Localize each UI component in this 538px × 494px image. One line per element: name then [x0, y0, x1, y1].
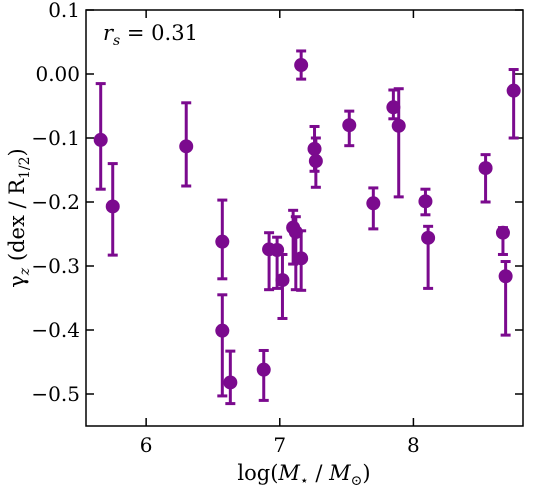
- data-point: [506, 68, 521, 140]
- y-tick-label: −0.3: [31, 254, 80, 278]
- marker: [288, 225, 303, 240]
- data-point: [478, 153, 493, 204]
- data-point: [215, 198, 230, 281]
- marker: [275, 273, 290, 288]
- data-point: [256, 348, 271, 402]
- marker: [418, 194, 433, 209]
- data-point: [93, 82, 108, 191]
- marker: [223, 375, 238, 390]
- data-point: [262, 231, 277, 292]
- rs-annotation: rs = 0.31: [103, 21, 198, 49]
- marker: [342, 118, 357, 133]
- x-tick-label: 6: [140, 433, 153, 457]
- plot-frame: [85, 9, 524, 427]
- marker: [294, 251, 309, 266]
- data-point: [294, 229, 309, 292]
- data-point: [421, 224, 436, 290]
- data-point: [391, 87, 406, 199]
- data-point: [418, 187, 433, 217]
- axis-ticks: 6 7 8 0.1 0.00 −0.1 −0.2 −0.3 −0.4 −0.5: [31, 0, 523, 457]
- y-axis-label: γz (dex / R1/2): [5, 148, 33, 288]
- data-point: [223, 349, 238, 406]
- marker: [294, 58, 309, 73]
- y-tick-label: −0.5: [31, 382, 80, 406]
- marker: [308, 154, 323, 169]
- x-axis-label: log(M⋆ / M⊙): [237, 461, 370, 489]
- data-point: [342, 109, 357, 148]
- marker: [506, 83, 521, 98]
- data-point: [215, 293, 230, 398]
- marker: [386, 100, 401, 115]
- marker: [421, 230, 436, 245]
- marker: [105, 199, 120, 214]
- data-point: [294, 49, 309, 81]
- marker: [366, 196, 381, 211]
- x-tick-label: 7: [273, 433, 286, 457]
- marker: [478, 161, 493, 176]
- y-tick-label: 0.00: [35, 62, 80, 86]
- marker: [391, 118, 406, 133]
- marker: [215, 234, 230, 249]
- data-point: [105, 162, 120, 257]
- data-point: [366, 186, 381, 231]
- x-tick-label: 8: [407, 433, 420, 457]
- marker: [495, 225, 510, 240]
- data-point: [498, 260, 513, 337]
- data-points: [93, 49, 521, 406]
- data-point: [179, 101, 194, 188]
- marker: [179, 139, 194, 154]
- marker: [93, 132, 108, 147]
- marker: [256, 362, 271, 377]
- data-point: [275, 252, 290, 320]
- data-point: [495, 225, 510, 256]
- marker: [215, 323, 230, 338]
- data-point: [308, 136, 323, 189]
- y-tick-label: −0.1: [31, 126, 80, 150]
- marker: [498, 269, 513, 284]
- y-tick-label: −0.4: [31, 318, 80, 342]
- y-tick-label: 0.1: [48, 0, 80, 22]
- y-tick-label: −0.2: [31, 190, 80, 214]
